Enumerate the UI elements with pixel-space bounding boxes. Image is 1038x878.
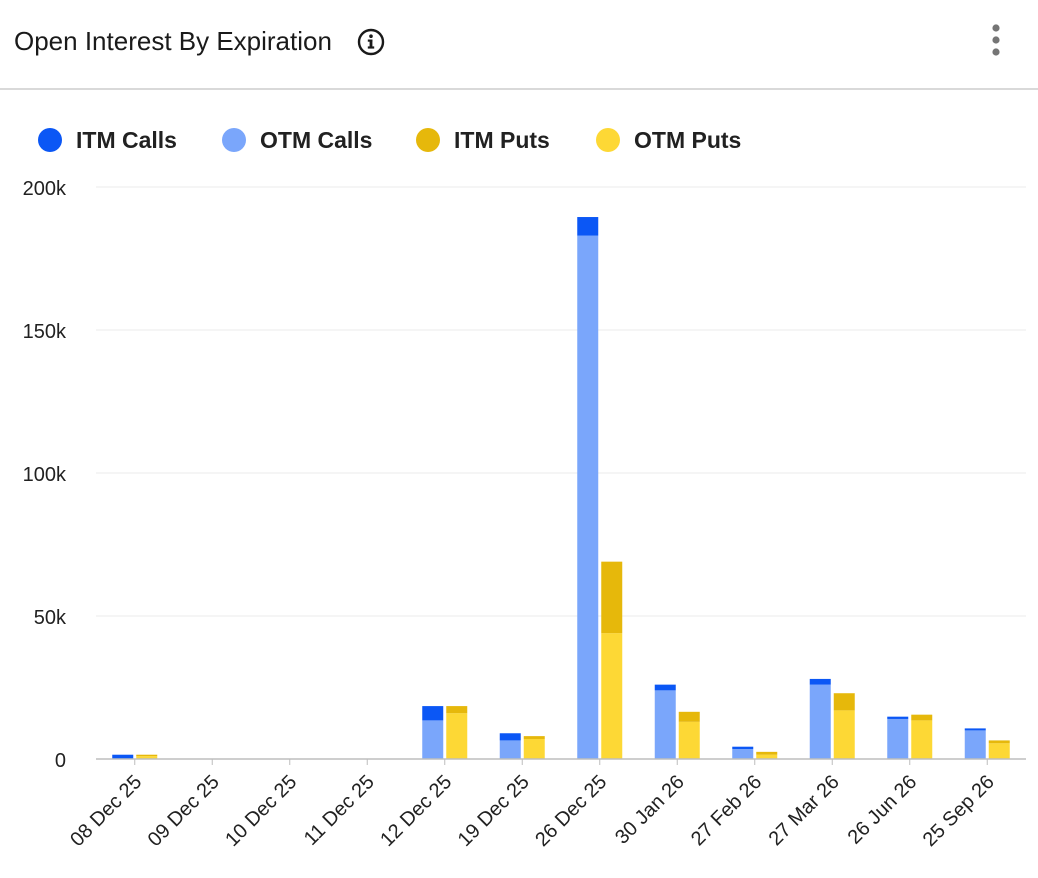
y-tick-label: 200k [23, 178, 67, 200]
bar-otm-puts[interactable] [136, 756, 158, 759]
x-tick-label: 27 Mar 26 [765, 771, 844, 850]
y-tick-label: 0 [55, 750, 66, 772]
legend-label: ITM Calls [76, 126, 177, 153]
bar-itm-calls[interactable] [499, 733, 521, 741]
bar-itm-calls[interactable] [112, 754, 134, 759]
more-vert-icon[interactable] [984, 22, 1008, 62]
x-tick-label: 11 Dec 25 [300, 771, 379, 850]
bar-otm-calls[interactable] [887, 718, 909, 759]
bar-itm-calls[interactable] [577, 217, 599, 236]
bar-otm-calls[interactable] [964, 730, 986, 759]
bar-otm-calls[interactable] [422, 720, 444, 759]
x-tick-label: 08 Dec 25 [66, 771, 146, 851]
chart-legend: ITM Calls OTM Calls ITM Puts OTM Puts [0, 118, 1038, 162]
x-tick-label: 19 Dec 25 [454, 771, 534, 851]
legend-swatch-icon [596, 128, 620, 152]
bar-itm-calls[interactable] [422, 706, 444, 721]
bar-otm-calls[interactable] [577, 235, 599, 759]
x-tick-label: 30 Jan 26 [611, 771, 689, 849]
legend-label: ITM Puts [454, 126, 550, 153]
bar-itm-puts[interactable] [523, 736, 545, 739]
bar-itm-puts[interactable] [988, 740, 1010, 744]
bar-itm-calls[interactable] [964, 728, 986, 731]
x-tick-label: 26 Dec 25 [531, 771, 611, 851]
y-tick-label: 150k [23, 321, 67, 343]
bar-otm-calls[interactable] [732, 748, 754, 759]
bar-otm-puts[interactable] [756, 754, 778, 759]
legend-label: OTM Calls [260, 126, 373, 153]
bar-itm-calls[interactable] [887, 716, 909, 719]
bar-otm-puts[interactable] [988, 743, 1010, 759]
y-tick-label: 50k [34, 607, 67, 629]
bar-itm-calls[interactable] [732, 746, 754, 749]
bar-otm-puts[interactable] [601, 633, 623, 759]
x-tick-label: 12 Dec 25 [376, 771, 456, 851]
bar-otm-calls[interactable] [809, 684, 831, 759]
bar-otm-puts[interactable] [911, 720, 933, 759]
bar-otm-calls[interactable] [654, 690, 676, 759]
bar-otm-puts[interactable] [678, 721, 700, 759]
legend-item-otm-puts[interactable]: OTM Puts [596, 118, 741, 162]
chart-title: Open Interest By Expiration [14, 26, 332, 56]
bar-otm-puts[interactable] [523, 738, 545, 759]
bar-itm-puts[interactable] [678, 711, 700, 722]
y-tick-label: 100k [23, 464, 67, 486]
bar-otm-puts[interactable] [833, 710, 855, 759]
bar-itm-calls[interactable] [654, 684, 676, 691]
chart-header: Open Interest By Expiration [0, 0, 1038, 90]
bar-itm-puts[interactable] [446, 706, 468, 714]
bar-itm-puts[interactable] [136, 754, 158, 757]
legend-swatch-icon [38, 128, 62, 152]
x-tick-label: 27 Feb 26 [687, 771, 766, 850]
x-tick-label: 25 Sep 26 [919, 771, 999, 851]
x-tick-label: 09 Dec 25 [144, 771, 224, 851]
x-tick-label: 26 Jun 26 [844, 771, 922, 849]
x-tick-label: 10 Dec 25 [221, 771, 301, 851]
bar-itm-puts[interactable] [756, 751, 778, 755]
bar-itm-calls[interactable] [809, 678, 831, 685]
legend-item-otm-calls[interactable]: OTM Calls [222, 118, 372, 162]
bar-itm-puts[interactable] [601, 561, 623, 634]
legend-label: OTM Puts [634, 126, 742, 153]
legend-item-itm-puts[interactable]: ITM Puts [416, 118, 550, 162]
info-icon[interactable] [356, 27, 386, 57]
legend-swatch-icon [416, 128, 440, 152]
bar-itm-puts[interactable] [911, 714, 933, 721]
bar-otm-puts[interactable] [446, 713, 468, 759]
legend-swatch-icon [222, 128, 246, 152]
legend-item-itm-calls[interactable]: ITM Calls [38, 118, 177, 162]
bar-otm-calls[interactable] [499, 740, 521, 759]
bar-itm-puts[interactable] [833, 693, 855, 711]
